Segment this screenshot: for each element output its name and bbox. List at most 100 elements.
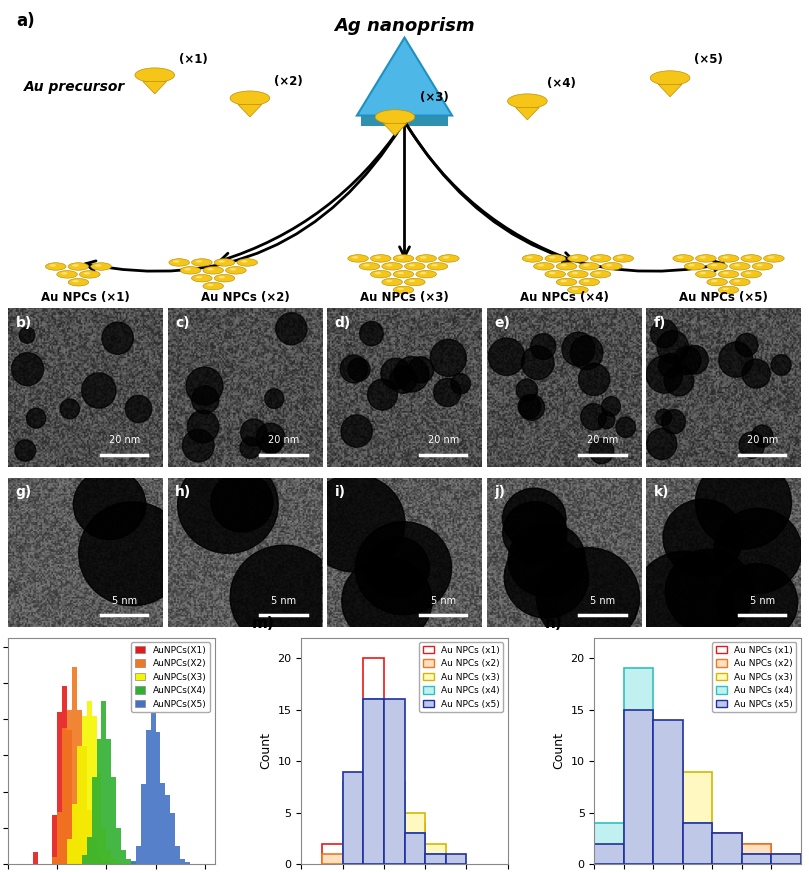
Circle shape <box>382 263 402 270</box>
Bar <box>595 843 624 864</box>
Bar <box>62 686 67 864</box>
Bar <box>654 720 683 864</box>
Circle shape <box>230 268 236 271</box>
Circle shape <box>218 260 225 263</box>
Circle shape <box>741 255 761 262</box>
Bar <box>383 782 404 864</box>
Circle shape <box>673 255 693 262</box>
Text: (×1): (×1) <box>179 53 207 66</box>
Bar <box>107 739 112 864</box>
Circle shape <box>764 255 784 262</box>
Circle shape <box>196 276 202 278</box>
Circle shape <box>707 263 727 270</box>
Circle shape <box>507 94 547 108</box>
Circle shape <box>745 256 752 258</box>
Circle shape <box>169 258 189 266</box>
Text: (×4): (×4) <box>547 77 576 90</box>
Bar <box>595 823 624 864</box>
Circle shape <box>382 278 402 285</box>
Bar <box>150 710 155 864</box>
Bar <box>160 782 165 864</box>
Circle shape <box>427 263 448 270</box>
Bar <box>96 773 101 864</box>
Bar <box>713 843 742 864</box>
Text: (×3): (×3) <box>421 91 449 104</box>
Bar <box>87 701 91 864</box>
Bar <box>131 861 136 864</box>
Circle shape <box>408 357 434 383</box>
Circle shape <box>348 358 370 381</box>
Circle shape <box>184 268 191 271</box>
Circle shape <box>348 255 368 262</box>
Text: (×5): (×5) <box>694 53 722 66</box>
Circle shape <box>381 358 411 389</box>
Circle shape <box>366 537 430 598</box>
Bar <box>32 851 37 864</box>
Text: (×2): (×2) <box>273 75 303 88</box>
Circle shape <box>606 264 612 266</box>
Circle shape <box>719 342 753 377</box>
Circle shape <box>538 264 544 266</box>
Bar <box>96 739 101 864</box>
Circle shape <box>545 255 565 262</box>
Circle shape <box>240 419 267 446</box>
Bar <box>77 746 82 864</box>
Circle shape <box>192 258 212 266</box>
Bar <box>772 854 801 864</box>
Circle shape <box>304 475 405 572</box>
Circle shape <box>718 255 739 262</box>
Circle shape <box>561 264 567 266</box>
Text: j): j) <box>494 485 506 499</box>
Circle shape <box>739 432 765 458</box>
Bar <box>96 863 101 864</box>
Bar <box>713 834 742 864</box>
FancyArrowPatch shape <box>220 124 403 263</box>
Circle shape <box>49 265 56 266</box>
Y-axis label: Count: Count <box>259 732 272 769</box>
Text: a): a) <box>16 11 35 30</box>
Circle shape <box>650 320 678 347</box>
Bar <box>136 846 141 864</box>
Bar <box>87 837 91 864</box>
Bar <box>404 813 426 864</box>
Bar <box>404 834 426 864</box>
Circle shape <box>700 256 706 258</box>
Circle shape <box>397 288 404 290</box>
Circle shape <box>371 271 391 278</box>
Circle shape <box>613 255 633 262</box>
Circle shape <box>230 91 269 106</box>
Circle shape <box>68 263 89 271</box>
Text: i): i) <box>335 485 345 499</box>
Bar <box>624 751 654 864</box>
Circle shape <box>742 359 770 388</box>
Bar <box>404 834 426 864</box>
Circle shape <box>591 255 611 262</box>
Polygon shape <box>238 105 262 117</box>
Bar <box>91 716 96 864</box>
Bar <box>426 854 446 864</box>
Circle shape <box>393 286 413 293</box>
Bar <box>87 810 91 864</box>
FancyArrowPatch shape <box>85 124 403 272</box>
Circle shape <box>663 499 743 576</box>
Circle shape <box>91 263 112 271</box>
Legend: Au NPCs (x1), Au NPCs (x2), Au NPCs (x3), Au NPCs (x4), Au NPCs (x5): Au NPCs (x1), Au NPCs (x2), Au NPCs (x3)… <box>713 642 796 712</box>
Circle shape <box>516 379 537 401</box>
Bar <box>96 856 101 864</box>
Circle shape <box>241 260 248 263</box>
Bar <box>107 863 112 864</box>
Bar <box>67 710 72 864</box>
Circle shape <box>355 522 451 615</box>
Bar <box>77 710 82 864</box>
Y-axis label: Count: Count <box>552 732 565 769</box>
Circle shape <box>489 338 525 375</box>
Bar <box>53 815 57 864</box>
Bar <box>126 859 131 864</box>
Bar <box>713 843 742 864</box>
Circle shape <box>578 363 610 395</box>
Circle shape <box>203 266 223 274</box>
Circle shape <box>735 333 758 356</box>
Bar <box>141 785 146 864</box>
Bar <box>426 854 446 864</box>
Bar <box>165 795 171 864</box>
